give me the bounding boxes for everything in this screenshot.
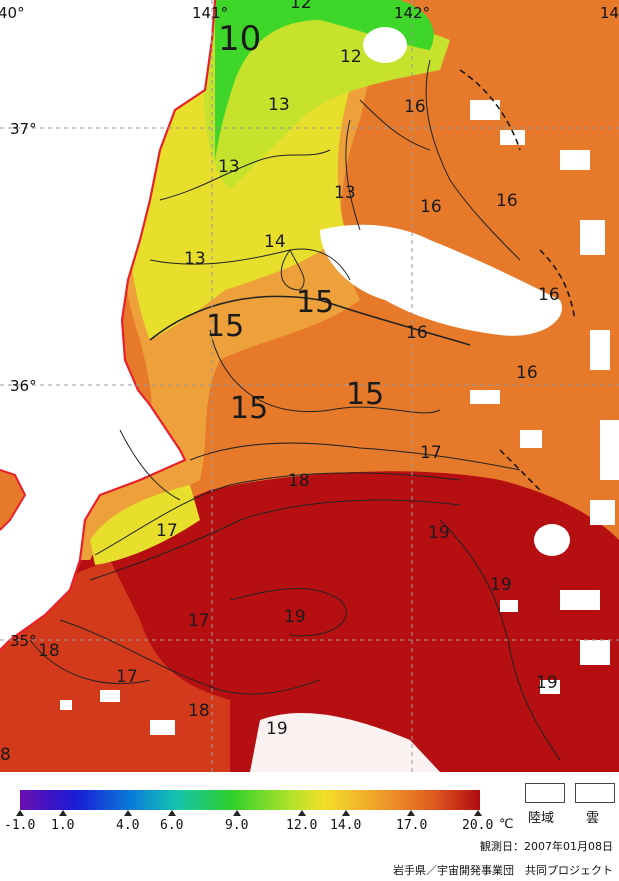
lat-label-36: 36° [10,377,37,395]
cloud-south [250,712,440,772]
observation-date: 観測日：2007年01月08日 [480,840,613,853]
contour-label: 12 [290,0,312,13]
contour-label: 14 [264,232,286,252]
cloud-large [320,224,562,336]
contour-label: 18 [188,701,210,721]
lon-label-140: 40° [0,4,25,22]
contour-label: 16 [516,363,538,383]
contour-label: 16 [496,191,518,211]
contour-label: 16 [538,285,560,305]
contour-label: 12 [340,47,362,67]
lat-label-35: 35° [10,632,37,650]
coastal-inlet [0,470,25,530]
contour-label: 13 [184,249,206,269]
legend: -1.0 1.0 4.0 6.0 9.0 12.0 14.0 17.0 20.0… [0,772,619,881]
contour-label: 17 [116,667,138,687]
cloud-key-label: 雲 [586,811,600,826]
scale-tick-label: 12.0 [286,818,318,833]
scale-tick-marks [16,810,482,816]
contour-label: 19 [428,523,450,543]
lat-lon-grid [0,0,619,772]
scale-tick-label: 20.0 [462,818,494,833]
contour-label: 13 [218,157,240,177]
contour-label: 13 [334,183,356,203]
isotherm-contours [29,59,561,761]
cloud-north [363,27,407,63]
lon-label-141: 141° [192,4,228,22]
scale-tick-label: 9.0 [225,818,249,833]
scattered-clouds [60,100,619,735]
southwest-band [0,560,230,772]
isotherm-dashed [459,69,576,491]
contour-label: 17 [156,521,178,541]
contour-label: 10 [218,19,261,59]
scale-tick-label: 4.0 [116,818,140,833]
color-scale-bar [20,790,480,810]
contour-label: 19 [266,719,288,739]
contour-label: 16 [406,323,428,343]
color-scale [16,790,482,816]
lat-label-37: 37° [10,120,37,138]
contour-label: 15 [296,285,334,320]
land-key-swatch [525,783,565,803]
cloud-east [534,524,570,556]
scale-tick-label: 17.0 [396,818,428,833]
contour-label: 19 [536,673,558,693]
land-key-label: 陸域 [528,811,555,826]
coastline [0,0,217,651]
lon-label-143: 14 [600,4,619,22]
contour-label: 8 [0,745,11,765]
sst-map: 40° 141° 142° 14 37° 36° 35° 10 12 12 13… [0,0,619,772]
contour-label: 15 [230,391,268,426]
coastline-inlet [0,469,27,531]
scale-tick-label: -1.0 [4,818,36,833]
land-mass [0,0,215,650]
contour-label: 18 [38,641,60,661]
contour-label: 13 [268,95,290,115]
contour-label: 15 [346,377,384,412]
scale-tick-label: 6.0 [160,818,184,833]
contour-label: 19 [284,607,306,627]
scale-tick-label: 1.0 [51,818,75,833]
contour-label: 17 [188,611,210,631]
cloud-key-swatch [575,783,615,803]
contour-label: 17 [420,443,442,463]
lon-label-142: 142° [394,4,430,22]
contour-label: 16 [420,197,442,217]
contour-label: 19 [490,575,512,595]
sst-map-canvas: 40° 141° 142° 14 37° 36° 35° 10 12 12 13… [0,0,619,772]
contour-label: 18 [288,471,310,491]
contour-label: 16 [404,97,426,117]
credit-line: 岩手県／宇宙開発事業団 共同プロジェクト [393,864,613,877]
scale-tick-label: 14.0 [330,818,362,833]
unit-label: ℃ [499,817,514,832]
contour-label: 15 [206,309,244,344]
